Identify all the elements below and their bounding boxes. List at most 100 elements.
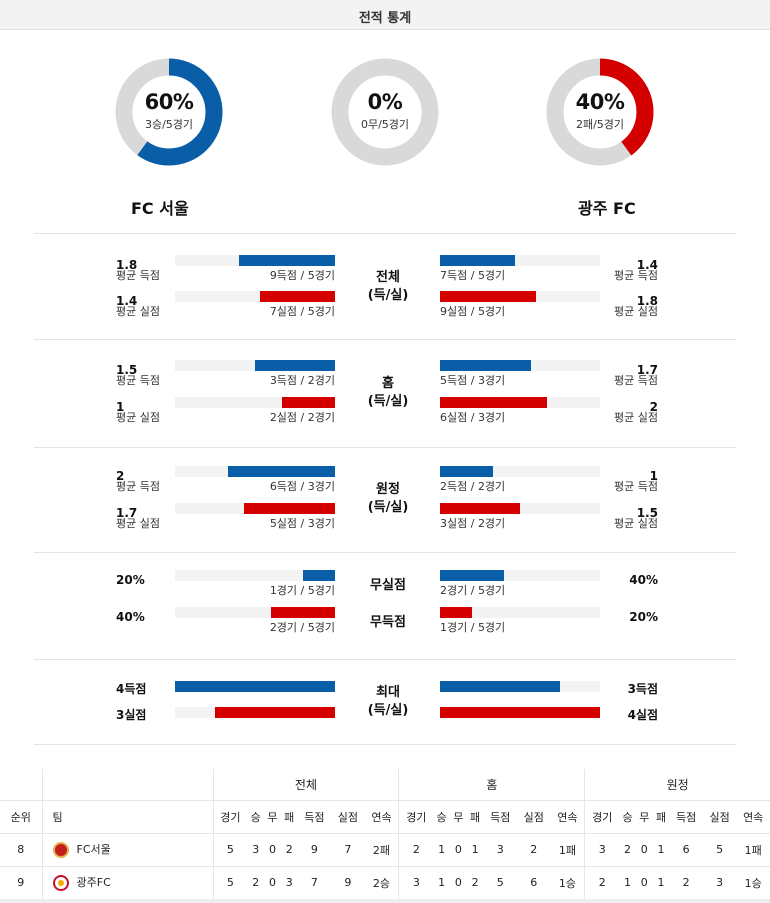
team-cell[interactable]: FC서울 bbox=[41, 833, 213, 867]
away-scored-value: 40% bbox=[629, 573, 658, 587]
total-col-2-header: 무 bbox=[264, 800, 281, 834]
home-stat-cell: 2 bbox=[398, 833, 434, 867]
home-conceded-track bbox=[175, 397, 335, 408]
home-conceded-caption: 2경기 / 5경기 bbox=[269, 621, 335, 634]
home-scored-caption: 9득점 / 5경기 bbox=[269, 269, 335, 282]
rank-header: 순위 bbox=[0, 800, 42, 834]
away-scored-caption: 2득점 / 2경기 bbox=[440, 480, 506, 493]
total-col-5-header: 실점 bbox=[331, 800, 365, 834]
home-stat-cell: 1 bbox=[466, 833, 484, 867]
standings-column-header: 순위 팀 경기 승 무 패 득점 실점 연속 경기 승 무 패 득점 실점 연속 경기 승 무 패 득점 실점 연속 bbox=[0, 800, 770, 834]
away-conceded-bar bbox=[440, 607, 472, 618]
total-stat-cell: 9 bbox=[331, 866, 365, 900]
empty-header bbox=[41, 769, 213, 801]
total-stat-cell: 7 bbox=[297, 866, 332, 900]
home-conceded-label: 평균 실점 bbox=[116, 305, 160, 318]
draw-rate-percent: 0% bbox=[367, 90, 403, 114]
divider bbox=[34, 447, 736, 448]
home-stat-cell: 5 bbox=[483, 866, 517, 900]
divider bbox=[34, 552, 736, 553]
home-scored-bar bbox=[303, 570, 335, 581]
draw-rate-sub: 0무/5경기 bbox=[360, 118, 410, 131]
away-conceded-bar bbox=[440, 291, 536, 302]
home-conceded-value: 1.7 bbox=[116, 506, 138, 520]
away-conceded-value: 4실점 bbox=[627, 708, 658, 722]
rank-cell: 8 bbox=[0, 833, 42, 867]
away-conceded-bar bbox=[440, 707, 600, 718]
home-scored-value: 20% bbox=[116, 573, 145, 587]
home-stat-cell: 0 bbox=[449, 833, 467, 867]
home-scored-caption: 1경기 / 5경기 bbox=[269, 584, 335, 597]
home-scored-value: 1.8 bbox=[116, 258, 138, 272]
team-cell[interactable]: 광주FC bbox=[41, 866, 213, 900]
away-col-0-header: 경기 bbox=[584, 800, 620, 834]
away-conceded-caption: 9실점 / 5경기 bbox=[440, 305, 506, 318]
home-scored-caption: 3득점 / 2경기 bbox=[269, 374, 335, 387]
home-conceded-value: 1.4 bbox=[116, 294, 138, 308]
team-name[interactable]: FC서울 bbox=[76, 843, 111, 856]
away-conceded-caption: 6실점 / 3경기 bbox=[440, 411, 506, 424]
away-conceded-caption: 3실점 / 2경기 bbox=[440, 517, 506, 530]
home-conceded-track bbox=[175, 291, 335, 302]
total-stat-cell: 2승 bbox=[364, 866, 399, 900]
away-col-4-header: 득점 bbox=[669, 800, 703, 834]
away-col-5-header: 실점 bbox=[702, 800, 737, 834]
total-stat-cell: 3 bbox=[280, 866, 298, 900]
total-col-6-header: 연속 bbox=[364, 800, 399, 834]
total-stat-cell: 3 bbox=[247, 833, 265, 867]
away-conceded-bar bbox=[440, 397, 547, 408]
team-header: 팀 bbox=[41, 800, 213, 834]
away-col-2-header: 무 bbox=[635, 800, 653, 834]
max-label-top: 최대 bbox=[376, 685, 400, 700]
home-conceded-bar bbox=[260, 291, 335, 302]
win-rate-donut: 60% 3승/5경기 bbox=[115, 58, 223, 166]
max-label-bottom: (득/실) bbox=[367, 703, 409, 718]
away-scored-label: 평균 득점 bbox=[614, 480, 658, 493]
away-scored-bar bbox=[440, 255, 515, 266]
team-name[interactable]: 광주FC bbox=[76, 876, 111, 889]
away-scored-track bbox=[440, 570, 600, 581]
table-row[interactable]: 9 광주FC 5 2 0 3 7 9 2승 3 1 0 2 5 6 1승 2 1 0 1 2 3 1승 bbox=[0, 866, 770, 900]
away-scored-value: 1.4 bbox=[636, 258, 658, 272]
away-label-bottom: (득/실) bbox=[367, 500, 409, 515]
away-stat-cell: 5 bbox=[702, 833, 737, 867]
total-col-4-header: 득점 bbox=[297, 800, 332, 834]
page-title: 전적 통계 bbox=[358, 11, 412, 26]
win-rate-ring bbox=[115, 58, 223, 166]
home-team-name: FC 서울 bbox=[131, 199, 189, 218]
home-scored-value: 4득점 bbox=[116, 682, 147, 696]
total-stat-cell: 2패 bbox=[364, 833, 399, 867]
home-conceded-caption: 5실점 / 3경기 bbox=[269, 517, 335, 530]
away-conceded-label: 평균 실점 bbox=[614, 517, 658, 530]
total-stat-cell: 5 bbox=[212, 866, 248, 900]
home-col-1-header: 승 bbox=[433, 800, 450, 834]
away-scored-value: 3득점 bbox=[627, 682, 658, 696]
away-scored-caption: 2경기 / 5경기 bbox=[440, 584, 506, 597]
win-rate-percent: 60% bbox=[144, 90, 194, 114]
away-stat-cell: 3 bbox=[584, 833, 620, 867]
away-stat-cell: 1패 bbox=[736, 833, 770, 867]
away-col-3-header: 패 bbox=[652, 800, 670, 834]
group-total-header: 전체 bbox=[212, 769, 399, 801]
home-conceded-value: 1 bbox=[116, 400, 125, 414]
home-conceded-bar bbox=[215, 707, 335, 718]
donut-track bbox=[331, 58, 439, 166]
home-col-2-header: 무 bbox=[449, 800, 467, 834]
loss-rate-donut: 40% 2패/5경기 bbox=[546, 58, 654, 166]
total-stat-cell: 0 bbox=[264, 833, 281, 867]
standings-group-header: 전체 홈 원정 bbox=[0, 769, 770, 801]
total-stat-cell: 9 bbox=[297, 833, 332, 867]
home-stat-cell: 2 bbox=[466, 866, 484, 900]
empty-header bbox=[0, 769, 42, 801]
home-label-bottom: (득/실) bbox=[367, 394, 409, 409]
away-scored-caption: 5득점 / 3경기 bbox=[440, 374, 506, 387]
home-scored-bar bbox=[228, 466, 335, 477]
away-conceded-bar bbox=[440, 503, 520, 514]
loss-rate-sub: 2패/5경기 bbox=[575, 118, 625, 131]
total-stat-cell: 5 bbox=[212, 833, 248, 867]
total-stat-cell: 2 bbox=[280, 833, 298, 867]
divider bbox=[34, 233, 736, 234]
standings-table: 전체 홈 원정 순위 팀 경기 승 무 패 득점 실점 연속 경기 승 무 패 득점 실점 연속 경기 승 무 패… bbox=[0, 769, 770, 900]
table-row[interactable]: 8 FC서울 5 3 0 2 9 7 2패 2 1 0 1 3 2 1패 3 2 0 1 6 5 1패 bbox=[0, 833, 770, 867]
away-stat-cell: 1 bbox=[619, 866, 636, 900]
